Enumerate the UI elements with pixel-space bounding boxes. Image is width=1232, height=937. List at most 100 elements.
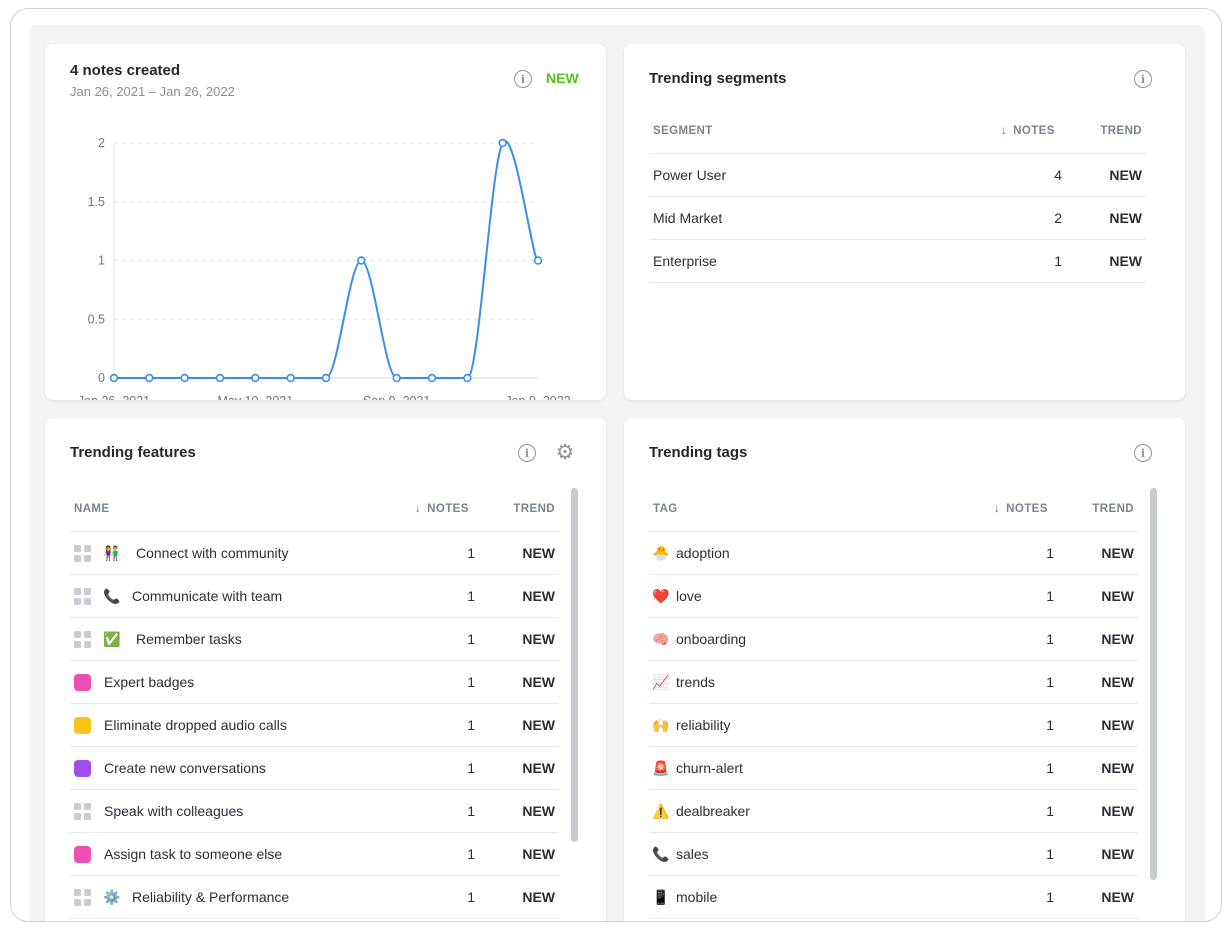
table-row[interactable]: 🐣 adoption 1 NEW bbox=[649, 532, 1138, 575]
trend-badge: NEW bbox=[1101, 889, 1134, 905]
trend-column-header[interactable]: TREND bbox=[1100, 125, 1142, 137]
table-row[interactable]: Enterprise 1 NEW bbox=[649, 240, 1146, 283]
scrollbar[interactable] bbox=[1150, 488, 1157, 880]
y-tick-label: 1 bbox=[98, 254, 105, 268]
trend-badge: NEW bbox=[1101, 588, 1134, 604]
data-point[interactable] bbox=[533, 256, 543, 265]
data-point[interactable] bbox=[180, 373, 189, 383]
notes-count: 1 bbox=[467, 889, 475, 905]
data-point[interactable] bbox=[251, 373, 260, 383]
tag-emoji-icon: 📞 bbox=[652, 846, 670, 862]
table-row[interactable]: 📱 mobile 1 NEW bbox=[649, 876, 1138, 919]
table-row[interactable]: Assign task to someone else 1 NEW bbox=[70, 833, 559, 876]
tag-emoji-icon: 🐣 bbox=[652, 545, 670, 561]
data-point[interactable] bbox=[109, 373, 119, 383]
table-row[interactable]: ⚠️ dealbreaker 1 NEW bbox=[649, 790, 1138, 833]
drag-handle-icon[interactable] bbox=[74, 631, 91, 648]
trend-badge: NEW bbox=[522, 631, 555, 647]
tag-emoji-icon: 📱 bbox=[652, 889, 670, 905]
notes-count: 1 bbox=[1046, 545, 1054, 561]
name-column-header[interactable]: NAME bbox=[74, 503, 110, 515]
data-point[interactable] bbox=[357, 256, 366, 265]
tags-table: TAG ↓ NOTES TREND 🐣 adoption 1 NEW ❤️ love 1 NEW… bbox=[649, 488, 1138, 919]
feature-name: Communicate with team bbox=[132, 588, 283, 604]
trending-tags-card: Trending tags i TAG ↓ NOTES TREND 🐣 adopti… bbox=[624, 418, 1185, 921]
gear-icon[interactable]: ⚙ bbox=[555, 441, 575, 464]
card-title: Trending features bbox=[70, 444, 196, 461]
table-row[interactable]: 🙌 reliability 1 NEW bbox=[649, 704, 1138, 747]
table-row[interactable]: 📞 Communicate with team 1 NEW bbox=[70, 575, 559, 618]
trend-column-header[interactable]: TREND bbox=[1092, 503, 1134, 515]
table-row[interactable]: ✅ Remember tasks 1 NEW bbox=[70, 618, 559, 661]
notes-column-header[interactable]: ↓ NOTES bbox=[994, 503, 1048, 515]
segment-column-header[interactable]: SEGMENT bbox=[653, 125, 713, 137]
tag-name: adoption bbox=[676, 545, 730, 561]
trend-column-header[interactable]: TREND bbox=[513, 503, 555, 515]
tag-name: love bbox=[676, 588, 702, 604]
data-point[interactable] bbox=[215, 373, 225, 383]
new-badge: NEW bbox=[546, 70, 579, 86]
data-point[interactable] bbox=[498, 138, 507, 148]
table-row[interactable]: ⚙️ Reliability & Performance 1 NEW bbox=[70, 876, 559, 919]
tag-name: trends bbox=[676, 674, 715, 690]
feature-name: Expert badges bbox=[104, 674, 195, 690]
trend-badge: NEW bbox=[1101, 803, 1134, 819]
drag-handle-icon[interactable] bbox=[74, 545, 91, 562]
tag-name: churn-alert bbox=[676, 760, 743, 776]
data-point[interactable] bbox=[463, 373, 472, 383]
segment-name: Mid Market bbox=[653, 210, 723, 226]
tag-emoji-icon: 🧠 bbox=[652, 631, 670, 647]
data-point[interactable] bbox=[286, 373, 295, 383]
table-row[interactable]: 🚨 churn-alert 1 NEW bbox=[649, 747, 1138, 790]
data-point[interactable] bbox=[427, 373, 437, 383]
table-header: SEGMENT ↓ NOTES TREND bbox=[649, 110, 1146, 154]
segment-name: Power User bbox=[653, 167, 727, 183]
data-point[interactable] bbox=[321, 373, 331, 383]
info-icon[interactable]: i bbox=[1134, 444, 1152, 462]
trend-badge: NEW bbox=[522, 889, 555, 905]
table-row[interactable]: Expert badges 1 NEW bbox=[70, 661, 559, 704]
info-icon[interactable]: i bbox=[518, 444, 536, 462]
notes-count: 4 bbox=[1054, 167, 1062, 183]
notes-count: 1 bbox=[1046, 631, 1054, 647]
trend-badge: NEW bbox=[522, 674, 555, 690]
scrollbar[interactable] bbox=[571, 488, 578, 842]
table-row[interactable]: 👫 Connect with community 1 NEW bbox=[70, 532, 559, 575]
table-row[interactable]: Create new conversations 1 NEW bbox=[70, 747, 559, 790]
table-row[interactable]: ❤️ love 1 NEW bbox=[649, 575, 1138, 618]
drag-handle-icon[interactable] bbox=[74, 889, 91, 906]
info-icon[interactable]: i bbox=[514, 70, 532, 88]
table-row[interactable]: 🧠 onboarding 1 NEW bbox=[649, 618, 1138, 661]
notes-count: 1 bbox=[1046, 846, 1054, 862]
table-row[interactable]: 📈 trends 1 NEW bbox=[649, 661, 1138, 704]
feature-name: Eliminate dropped audio calls bbox=[104, 717, 287, 733]
table-row[interactable]: Power User 4 NEW bbox=[649, 154, 1146, 197]
table-row[interactable]: Mid Market 2 NEW bbox=[649, 197, 1146, 240]
tag-name: onboarding bbox=[676, 631, 747, 647]
dashboard-frame: 4 notes created Jan 26, 2021 – Jan 26, 2… bbox=[10, 8, 1222, 922]
data-point[interactable] bbox=[145, 373, 154, 383]
card-title: Trending segments bbox=[649, 70, 787, 87]
x-tick-label: Jan 26, 2021 bbox=[78, 394, 150, 400]
table-row[interactable]: 📞 sales 1 NEW bbox=[649, 833, 1138, 876]
trend-badge: NEW bbox=[522, 760, 555, 776]
feature-name: Speak with colleagues bbox=[104, 803, 244, 819]
table-row[interactable]: Eliminate dropped audio calls 1 NEW bbox=[70, 704, 559, 747]
trend-badge: NEW bbox=[1109, 210, 1142, 226]
notes-count: 1 bbox=[467, 545, 475, 561]
notes-column-header[interactable]: ↓ NOTES bbox=[1001, 125, 1055, 137]
data-point[interactable] bbox=[392, 373, 401, 383]
drag-handle-icon[interactable] bbox=[74, 803, 91, 820]
trend-badge: NEW bbox=[522, 803, 555, 819]
tag-emoji-icon: 🚨 bbox=[652, 760, 670, 776]
notes-column-header[interactable]: ↓ NOTES bbox=[415, 503, 469, 515]
notes-count: 1 bbox=[1046, 803, 1054, 819]
sort-arrow-icon: ↓ bbox=[994, 503, 1001, 515]
tag-column-header[interactable]: TAG bbox=[653, 503, 678, 515]
info-icon[interactable]: i bbox=[1134, 70, 1152, 88]
trend-badge: NEW bbox=[1101, 674, 1134, 690]
segments-table: SEGMENT ↓ NOTES TREND Power User 4 NEW Mid M… bbox=[649, 110, 1146, 283]
table-row[interactable]: Speak with colleagues 1 NEW bbox=[70, 790, 559, 833]
table-header: TAG ↓ NOTES TREND bbox=[649, 488, 1138, 532]
drag-handle-icon[interactable] bbox=[74, 588, 91, 605]
